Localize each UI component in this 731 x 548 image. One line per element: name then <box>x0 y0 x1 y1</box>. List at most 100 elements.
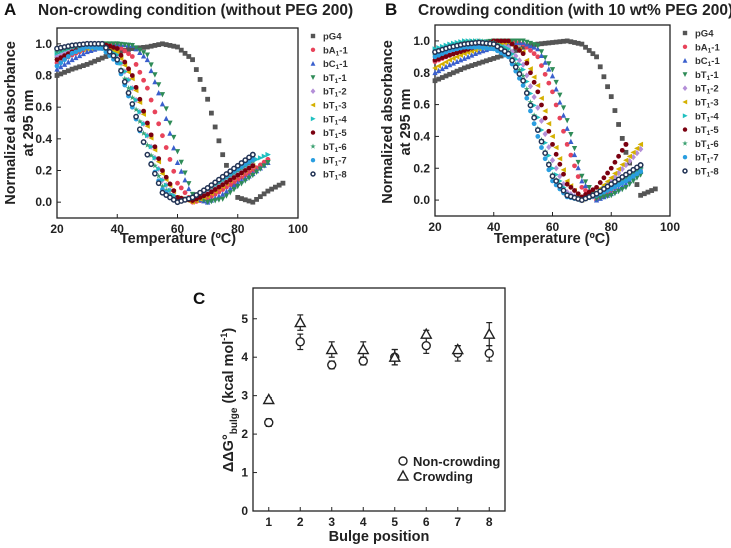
data-point <box>546 40 552 46</box>
data-point <box>523 85 530 92</box>
data-point <box>257 166 263 172</box>
data-point <box>325 343 338 355</box>
legend-label: bT1-8 <box>695 167 719 179</box>
data-point <box>167 43 173 48</box>
data-point <box>450 55 456 62</box>
data-point <box>586 184 592 191</box>
data-point <box>140 50 147 56</box>
data-point <box>250 199 256 205</box>
data-point <box>148 97 154 103</box>
data-point <box>538 49 545 55</box>
data-point <box>590 187 596 193</box>
data-point <box>167 157 173 162</box>
data-point <box>208 185 215 192</box>
data-point <box>443 63 449 70</box>
data-point <box>223 193 230 199</box>
data-point <box>480 59 486 65</box>
panel-a: A Non-crowding condition (without PEG 20… <box>3 0 353 247</box>
data-point <box>575 191 581 197</box>
data-point <box>612 159 618 165</box>
data-point <box>167 130 173 136</box>
data-point <box>454 54 460 60</box>
data-point <box>439 65 445 72</box>
data-point <box>136 118 143 124</box>
data-point <box>160 133 165 139</box>
x-tick-label: 20 <box>428 220 442 234</box>
data-point <box>208 189 214 195</box>
legend-label: bT1-3 <box>323 101 347 113</box>
legend-marker <box>310 60 316 66</box>
data-point <box>114 46 120 51</box>
y-tick-label: 1 <box>241 466 248 480</box>
data-point <box>144 56 151 63</box>
x-tick-label: 100 <box>660 220 680 234</box>
data-point <box>223 171 230 177</box>
data-point <box>575 40 581 46</box>
data-point <box>357 343 370 355</box>
data-point <box>58 63 64 70</box>
y-tick-label: 0.2 <box>413 161 430 175</box>
data-point <box>446 57 453 63</box>
data-point <box>129 46 135 51</box>
data-point <box>122 48 128 54</box>
data-point <box>432 78 438 84</box>
data-point <box>126 51 131 57</box>
legend-marker <box>682 168 688 174</box>
data-point <box>524 95 530 101</box>
legend-label: bT1-1 <box>695 70 719 82</box>
data-point <box>129 54 135 59</box>
data-point <box>550 141 555 147</box>
data-point <box>512 60 519 67</box>
data-point <box>579 178 585 184</box>
data-point <box>262 393 275 405</box>
series-bT1-8 <box>54 40 256 206</box>
data-point <box>443 73 449 79</box>
data-point <box>261 191 267 197</box>
data-point <box>616 182 621 188</box>
data-point <box>626 153 633 159</box>
data-point <box>151 162 158 169</box>
legend-label: bT1-5 <box>323 128 347 140</box>
legend-marker <box>310 171 316 177</box>
data-point <box>583 188 588 193</box>
data-point <box>231 183 237 189</box>
data-point <box>110 41 117 47</box>
data-point <box>458 49 464 55</box>
data-point <box>276 182 282 188</box>
data-point <box>550 165 556 171</box>
data-point <box>619 147 625 153</box>
data-point <box>517 48 522 53</box>
data-point <box>447 71 453 77</box>
y-tick-label: 0.4 <box>413 129 430 143</box>
data-point <box>524 60 530 66</box>
data-point <box>167 187 173 193</box>
data-point <box>604 193 611 199</box>
data-point <box>216 176 222 183</box>
y-tick-label: 0.0 <box>35 195 52 209</box>
data-point <box>436 67 442 74</box>
data-point <box>73 54 79 61</box>
y-tick-label: 0.6 <box>35 100 52 114</box>
data-point <box>61 61 68 67</box>
data-point <box>579 41 585 47</box>
data-point <box>608 165 614 171</box>
data-point <box>212 198 218 204</box>
data-point <box>242 172 248 178</box>
data-point <box>538 117 545 125</box>
data-point <box>62 69 67 75</box>
data-point <box>432 54 438 60</box>
data-point <box>160 168 165 173</box>
data-point <box>136 126 143 133</box>
data-point <box>439 51 445 57</box>
data-point <box>197 77 203 82</box>
data-point <box>65 68 71 74</box>
data-point <box>531 114 538 121</box>
data-point <box>564 38 570 44</box>
legend-marker <box>310 33 316 39</box>
data-point <box>227 190 233 196</box>
data-point <box>553 178 560 184</box>
legend-label: bT1-4 <box>323 114 347 126</box>
legend-label: bA1-1 <box>695 42 720 54</box>
data-point <box>118 52 124 58</box>
data-point <box>575 159 581 166</box>
